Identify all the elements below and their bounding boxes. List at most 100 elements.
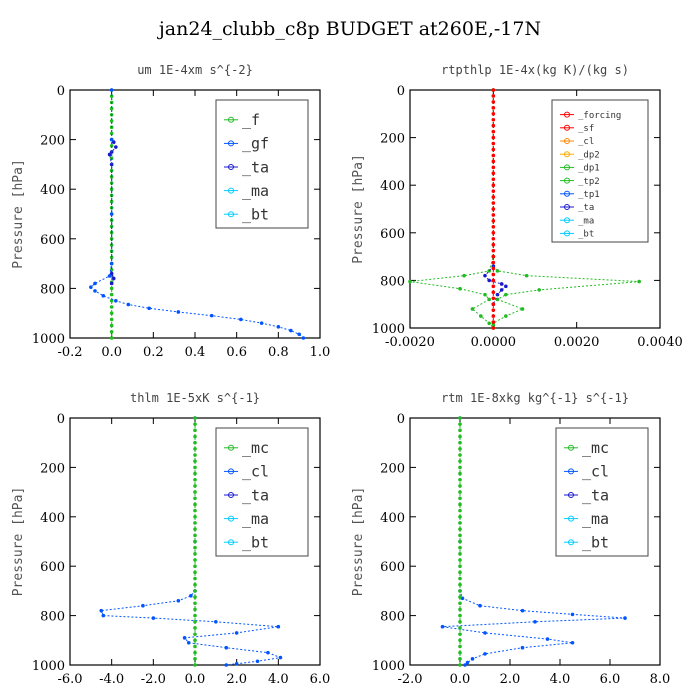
legend-marker	[228, 187, 234, 194]
y-tick-label: 1000	[32, 332, 65, 347]
data-point	[193, 632, 197, 636]
data-point	[141, 603, 145, 608]
y-tick-label: 600	[40, 233, 65, 248]
data-point	[214, 619, 218, 624]
data-point	[491, 112, 496, 116]
data-point	[491, 213, 496, 217]
data-point	[458, 453, 462, 457]
data-point	[193, 428, 197, 433]
data-point	[458, 582, 462, 587]
data-point	[297, 332, 301, 337]
data-point	[491, 272, 496, 277]
data-point	[101, 294, 106, 298]
data-point	[458, 626, 462, 630]
legend-entry: _gf	[242, 135, 269, 153]
legend-marker	[564, 124, 570, 131]
data-point	[491, 308, 496, 312]
legend-entry: _mc	[582, 439, 609, 457]
data-point	[491, 290, 496, 295]
data-point	[458, 459, 462, 464]
data-point	[458, 447, 462, 451]
y-tick-label: 0	[57, 84, 65, 99]
data-point	[193, 502, 197, 507]
x-tick-label: 2.0	[500, 672, 521, 687]
data-point	[504, 292, 508, 297]
data-point	[487, 321, 491, 326]
data-point	[101, 613, 106, 618]
y-tick-label: 400	[40, 511, 65, 526]
y-tick-label: 800	[380, 274, 405, 289]
data-point	[491, 141, 496, 146]
data-point	[193, 601, 197, 606]
x-tick-label: -6.0	[57, 672, 82, 687]
legend-marker	[564, 177, 570, 184]
panel-title: thlm 1E-5xK s^{-1}	[130, 391, 260, 405]
data-point	[193, 527, 197, 531]
data-point	[186, 640, 191, 645]
data-point	[109, 323, 114, 328]
data-point	[623, 616, 627, 620]
data-point	[458, 613, 462, 618]
panel-title: rtm 1E-8xkg kg^{-1} s^{-1}	[441, 391, 629, 405]
legend-box	[215, 427, 309, 557]
data-point	[458, 515, 462, 519]
data-point	[465, 660, 470, 665]
data-point	[109, 199, 114, 204]
data-point	[491, 147, 496, 152]
x-tick-label: 4.0	[550, 672, 571, 687]
x-tick-label: 8.0	[650, 672, 671, 687]
data-point	[570, 640, 575, 645]
legend-entry: _ta	[242, 158, 269, 176]
y-tick-label: 0	[397, 84, 405, 99]
panel-rtm: rtm 1E-8xkg kg^{-1} s^{-1} Pressure [hPa]…	[351, 391, 670, 687]
y-tick-label: 1000	[32, 659, 65, 674]
data-point	[89, 285, 93, 289]
data-point	[224, 645, 229, 650]
data-point	[99, 608, 104, 613]
data-point	[276, 325, 281, 329]
data-point	[470, 657, 475, 661]
data-point	[637, 279, 641, 284]
data-point	[193, 459, 197, 464]
panel-thlm: thlm 1E-5xK s^{-1} Pressure [hPa] 0 200 400 6…	[11, 391, 330, 687]
legend-entry: _sf	[578, 124, 594, 134]
data-point	[491, 171, 496, 176]
data-point	[109, 255, 114, 260]
data-point	[193, 607, 197, 612]
legend-marker	[564, 217, 570, 224]
data-point	[458, 552, 462, 556]
data-point	[193, 422, 197, 426]
x-tick-label: -2.0	[141, 672, 166, 687]
data-point	[193, 657, 197, 661]
data-point	[193, 582, 197, 587]
data-point	[458, 638, 462, 643]
legend-marker	[568, 468, 574, 475]
data-point	[491, 242, 496, 247]
plot-frame	[409, 89, 661, 329]
data-point	[483, 652, 487, 656]
data-point	[491, 225, 496, 229]
data-point	[193, 416, 197, 420]
data-point	[193, 638, 197, 643]
data-point	[491, 129, 496, 134]
x-tick-label: 0.0000	[471, 335, 517, 350]
data-point	[495, 269, 500, 273]
y-tick-label: 600	[380, 227, 405, 242]
legend-marker	[228, 116, 234, 123]
data-point	[458, 502, 462, 507]
data-point	[491, 260, 496, 265]
data-point	[193, 626, 197, 630]
legend-marker	[568, 444, 574, 451]
y-tick-label: 400	[380, 179, 405, 194]
data-point	[109, 137, 114, 142]
data-point	[193, 440, 197, 445]
data-point	[193, 477, 197, 482]
data-point	[193, 490, 197, 494]
x-tick-label: 0.0	[185, 672, 206, 687]
data-point	[234, 661, 239, 666]
y-axis-label: Pressure [hPa]	[11, 487, 26, 597]
data-point	[259, 321, 264, 325]
series-line	[409, 90, 494, 329]
x-tick-label: 6.0	[600, 672, 621, 687]
